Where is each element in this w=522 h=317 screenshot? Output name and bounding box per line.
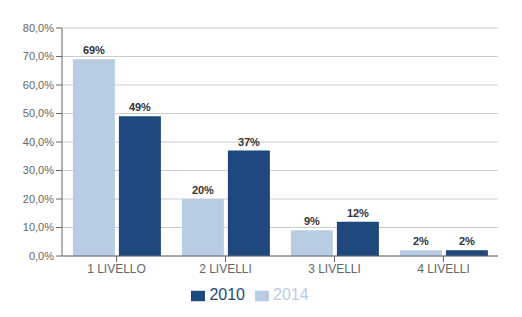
svg-text:50,0%: 50,0% — [23, 107, 54, 119]
svg-text:30,0%: 30,0% — [23, 164, 54, 176]
svg-text:9%: 9% — [304, 215, 320, 227]
svg-text:10,0%: 10,0% — [23, 221, 54, 233]
svg-text:37%: 37% — [238, 136, 260, 148]
svg-text:1 LIVELLO: 1 LIVELLO — [87, 262, 146, 276]
svg-text:12%: 12% — [347, 207, 369, 219]
svg-text:4 LIVELLI: 4 LIVELLI — [417, 262, 470, 276]
svg-text:80,0%: 80,0% — [23, 22, 54, 34]
svg-text:2%: 2% — [459, 235, 475, 247]
svg-text:40,0%: 40,0% — [23, 136, 54, 148]
svg-text:0,0%: 0,0% — [29, 250, 54, 262]
svg-text:20%: 20% — [192, 184, 214, 196]
svg-text:70,0%: 70,0% — [23, 50, 54, 62]
svg-text:20,0%: 20,0% — [23, 193, 54, 205]
svg-text:2 LIVELLI: 2 LIVELLI — [199, 262, 252, 276]
svg-text:49%: 49% — [129, 101, 151, 113]
svg-text:60,0%: 60,0% — [23, 79, 54, 91]
svg-text:2%: 2% — [413, 235, 429, 247]
html-text:2014: 2014 — [273, 286, 309, 303]
svg-text:69%: 69% — [83, 44, 105, 56]
html-text:2010: 2010 — [209, 286, 245, 303]
svg-text:3 LIVELLI: 3 LIVELLI — [308, 262, 361, 276]
